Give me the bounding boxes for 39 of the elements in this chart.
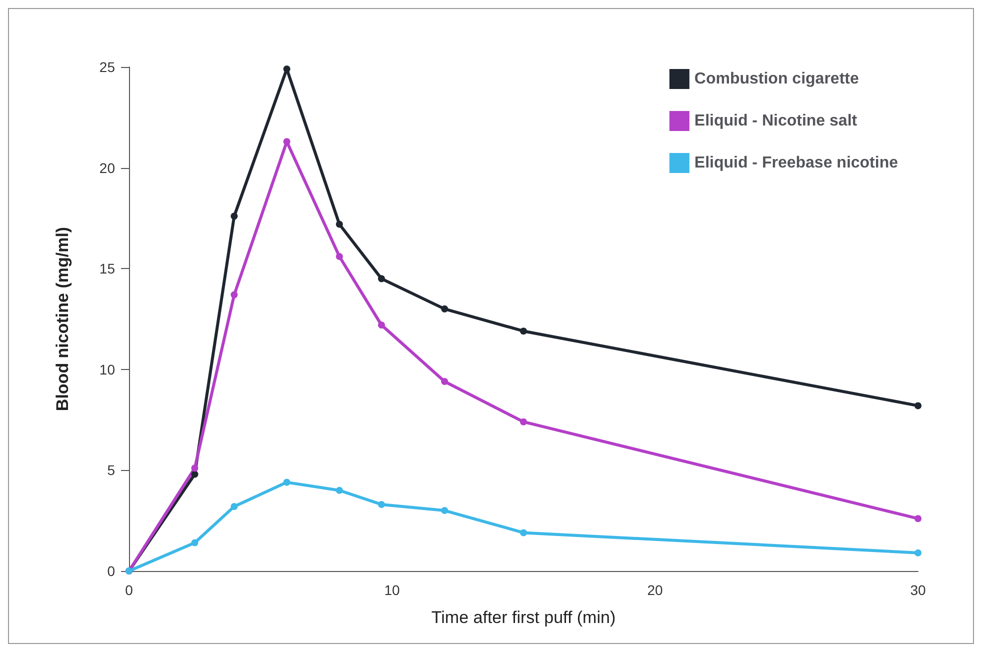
point [914,515,922,522]
point [520,529,527,536]
point [283,138,290,146]
legend-label: Combustion cigarette [694,70,859,88]
legend-label: Eliquid - Nicotine salt [694,112,858,130]
x-tick-label: 30 [910,582,926,598]
x-tick-label: 10 [384,582,400,598]
y-tick-label: 10 [99,361,116,378]
point [441,507,448,514]
point [230,502,238,510]
point [441,305,448,312]
point [914,549,922,556]
point [378,322,385,329]
point [191,539,198,546]
point [230,212,238,220]
point [336,486,343,494]
x-tick-label: 20 [647,582,663,598]
y-tick-label: 15 [99,260,116,277]
y-tick-label: 5 [107,462,116,478]
point [283,478,290,486]
point [336,253,343,260]
point [520,418,527,426]
point [914,402,922,410]
y-tick-label: 20 [99,160,116,176]
point [520,328,527,335]
legend-label: Eliquid - Freebase nicotine [694,154,898,172]
point [283,66,290,73]
point [336,220,343,228]
x-axis-title: Time after first puff (min) [431,608,616,627]
y-axis-title: Blood nicotine (mg/ml) [53,226,72,412]
point [378,275,385,282]
point [378,500,385,508]
point [441,378,448,385]
point [191,470,198,478]
y-tick-label: 0 [107,563,116,579]
point [230,291,238,298]
point [191,464,198,472]
y-tick-label: 25 [99,59,116,75]
x-tick-label: 0 [125,582,134,598]
